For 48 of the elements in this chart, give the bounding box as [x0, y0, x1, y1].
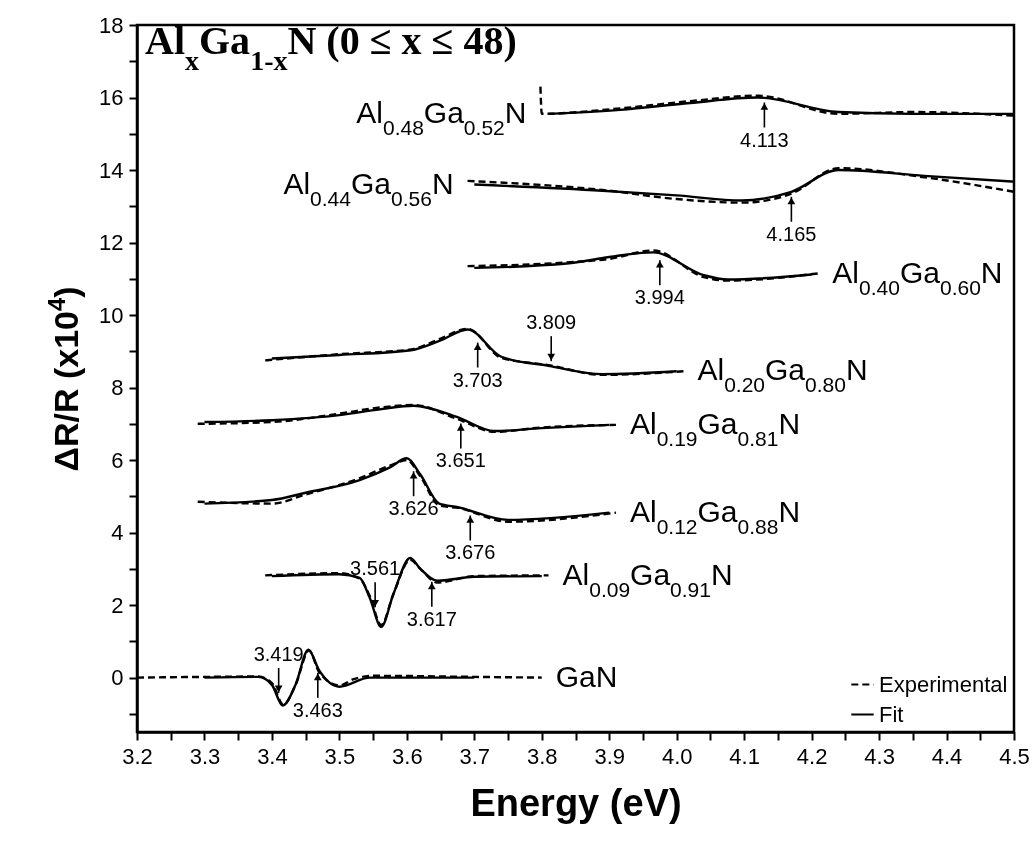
x-tick-label: 4.5	[999, 743, 1030, 769]
y-tick-label: 14	[99, 157, 124, 183]
annotation: 3.463	[292, 698, 343, 721]
annotation: 3.809	[526, 311, 577, 334]
x-tick-label: 3.3	[189, 743, 221, 769]
x-tick-label: 3.4	[257, 743, 288, 769]
annotation: 3.626	[388, 497, 439, 520]
x-tick-label: 3.9	[594, 743, 626, 769]
annotation: 3.617	[406, 607, 457, 630]
legend-label: Experimental	[879, 671, 1008, 697]
x-tick-label: 4.2	[796, 743, 828, 769]
annotation: 4.113	[740, 128, 789, 151]
annotation: Al$_{0.19}$Ga$_{0.81}$N	[629, 406, 801, 450]
y-tick-label: 0	[111, 665, 124, 691]
y-tick-label: 6	[111, 447, 124, 473]
x-tick-label: 4.0	[661, 743, 693, 769]
annotation: GaN	[555, 659, 618, 693]
x-tick-label: 3.2	[122, 743, 153, 769]
y-tick-label: 16	[99, 85, 124, 111]
annotation: 3.419	[253, 642, 304, 665]
annotation: 3.676	[445, 541, 496, 564]
legend-label: Fit	[879, 701, 904, 727]
annotation: Al$_{0.12}$Ga$_{0.88}$N	[629, 494, 801, 538]
annotation: 3.994	[634, 286, 685, 309]
x-tick-label: 4.4	[931, 743, 963, 769]
y-tick-label: 18	[99, 12, 124, 38]
annotation: Al$_{0.20}$Ga$_{0.80}$N	[697, 353, 868, 396]
x-tick-label: 4.3	[864, 743, 895, 769]
annotation: 3.651	[435, 449, 486, 472]
y-tick-label: 8	[111, 375, 124, 401]
x-tick-label: 3.8	[526, 743, 558, 769]
y-tick-label: 10	[99, 302, 124, 328]
x-tick-label: 4.1	[729, 743, 760, 769]
annotation: Al$_{0.44}$Ga$_{0.56}$N	[283, 166, 454, 210]
x-axis-title: Energy (eV)	[470, 781, 682, 824]
y-tick-label: 2	[111, 592, 124, 618]
annotation: Al$_{0.40}$Ga$_{0.60}$N	[832, 256, 1003, 299]
x-tick-label: 3.6	[392, 743, 423, 769]
y-tick-label: 12	[99, 230, 124, 256]
annotation: 3.561	[350, 557, 401, 580]
annotation: 3.703	[452, 368, 503, 391]
chart-title: Al$_{x}$Ga$_{1-x}$N (0 ≤ x ≤ 48)	[145, 18, 517, 76]
annotation: 4.165	[766, 222, 817, 245]
annotation: Al$_{0.09}$Ga$_{0.91}$N	[562, 558, 733, 601]
x-tick-label: 3.7	[459, 743, 491, 769]
annotation: Al$_{0.48}$Ga$_{0.52}$N	[356, 95, 527, 139]
x-tick-label: 3.5	[324, 743, 356, 769]
y-tick-label: 4	[111, 520, 124, 546]
